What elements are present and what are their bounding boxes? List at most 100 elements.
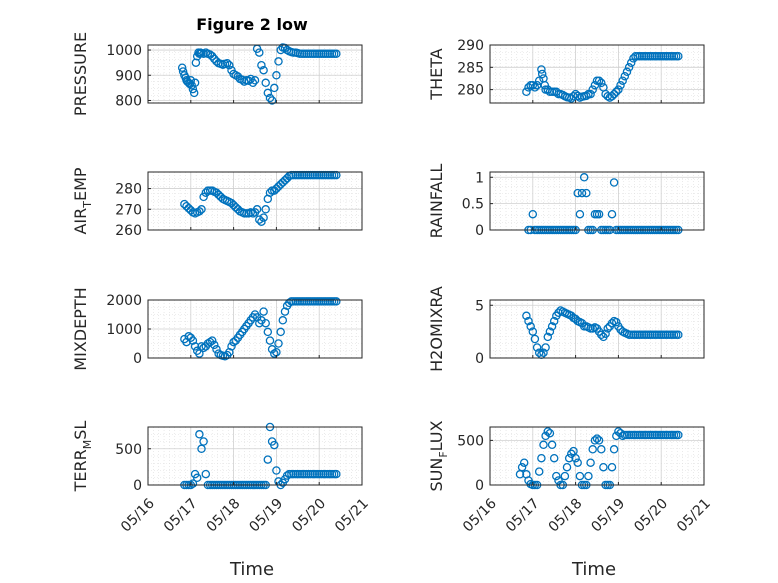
data-point bbox=[517, 462, 527, 472]
x-tick-label: 05/19 bbox=[246, 496, 286, 536]
data-point bbox=[332, 297, 341, 306]
subplot-6: 0 5 H2OMIXRA bbox=[427, 286, 705, 372]
data-point bbox=[259, 213, 268, 222]
y-axis-label: THETA bbox=[427, 48, 446, 100]
data-point bbox=[577, 188, 587, 198]
data-point bbox=[590, 436, 600, 445]
data-point bbox=[212, 188, 221, 197]
data-point bbox=[257, 316, 266, 325]
data-point bbox=[564, 453, 574, 463]
data-point bbox=[188, 479, 198, 488]
data-point bbox=[582, 91, 591, 101]
data-point bbox=[618, 76, 627, 85]
x-tick-label: 05/18 bbox=[546, 496, 586, 536]
data-point bbox=[534, 467, 544, 476]
data-point bbox=[614, 85, 623, 94]
data-point bbox=[622, 67, 632, 77]
data-point bbox=[674, 330, 683, 340]
data-point bbox=[261, 78, 270, 88]
axes-box bbox=[489, 426, 705, 486]
y-axis-label: AIRTEMP bbox=[71, 167, 94, 234]
data-point bbox=[586, 89, 595, 99]
data-point bbox=[259, 307, 268, 316]
data-point bbox=[265, 336, 275, 345]
y-tick-label: 0 bbox=[475, 351, 484, 367]
subplot-1: 800 900 1000 PRESSURE bbox=[71, 32, 363, 116]
data-point bbox=[547, 440, 557, 450]
y-tick-label: 290 bbox=[457, 38, 484, 54]
data-point bbox=[541, 431, 550, 441]
data-point bbox=[592, 434, 602, 443]
data-point bbox=[229, 337, 238, 347]
data-point bbox=[543, 427, 553, 436]
data-point bbox=[674, 430, 683, 440]
data-point bbox=[532, 343, 542, 352]
data-point bbox=[252, 205, 262, 214]
data-point bbox=[522, 311, 531, 321]
data-point bbox=[199, 343, 208, 353]
data-point bbox=[270, 83, 279, 93]
data-point bbox=[257, 60, 266, 70]
y-tick-label: 2000 bbox=[106, 293, 142, 309]
data-point bbox=[280, 307, 290, 316]
data-point bbox=[177, 63, 187, 72]
data-point bbox=[543, 332, 553, 342]
y-tick-label: 1000 bbox=[106, 322, 142, 338]
data-point bbox=[332, 49, 341, 59]
data-point bbox=[225, 60, 234, 70]
data-point bbox=[554, 476, 563, 485]
y-axis-label: PRESSURE bbox=[71, 32, 90, 116]
data-point bbox=[599, 462, 608, 472]
data-point bbox=[270, 440, 279, 450]
data-point bbox=[261, 318, 270, 328]
data-point bbox=[573, 91, 582, 101]
data-point bbox=[524, 83, 533, 92]
data-point bbox=[541, 343, 550, 352]
data-point bbox=[210, 340, 219, 350]
data-point bbox=[205, 337, 215, 347]
x-tick-label: 05/17 bbox=[503, 496, 543, 536]
axes-box bbox=[147, 171, 363, 231]
data-point bbox=[528, 327, 538, 336]
data-point bbox=[186, 76, 196, 85]
data-point bbox=[594, 209, 604, 219]
data-point bbox=[603, 324, 612, 333]
data-point bbox=[609, 445, 619, 454]
data-point bbox=[601, 329, 610, 338]
data-point bbox=[524, 316, 533, 326]
data-point bbox=[276, 45, 285, 55]
data-point bbox=[272, 184, 281, 193]
data-point bbox=[261, 205, 270, 214]
y-axis-label: TERRMSL bbox=[71, 421, 94, 493]
data-point bbox=[265, 93, 275, 103]
data-point bbox=[199, 192, 208, 202]
x-tick-label: 05/16 bbox=[460, 496, 500, 536]
y-tick-label: 0 bbox=[475, 478, 484, 494]
data-point bbox=[607, 92, 617, 101]
data-point bbox=[616, 80, 625, 90]
y-tick-label: 900 bbox=[115, 68, 142, 84]
data-point bbox=[534, 348, 544, 357]
data-point bbox=[607, 209, 617, 219]
data-point bbox=[227, 342, 236, 351]
data-point bbox=[229, 69, 238, 79]
data-point bbox=[562, 462, 572, 472]
data-point bbox=[528, 209, 538, 219]
y-tick-label: 0 bbox=[133, 351, 142, 367]
y-tick-label: 270 bbox=[115, 202, 142, 218]
data-point bbox=[588, 445, 597, 454]
data-point bbox=[267, 96, 277, 105]
data-point bbox=[276, 327, 285, 337]
data-point bbox=[189, 88, 199, 98]
data-point bbox=[597, 445, 606, 454]
y-tick-label: 260 bbox=[115, 223, 142, 239]
y-tick-label: 500 bbox=[115, 442, 142, 458]
data-point bbox=[255, 215, 264, 224]
data-point bbox=[573, 188, 582, 198]
data-point bbox=[195, 207, 204, 216]
data-point bbox=[184, 332, 193, 341]
data-point bbox=[332, 469, 341, 479]
data-point bbox=[584, 471, 593, 481]
data-point bbox=[188, 336, 198, 345]
plot-area bbox=[148, 172, 362, 230]
